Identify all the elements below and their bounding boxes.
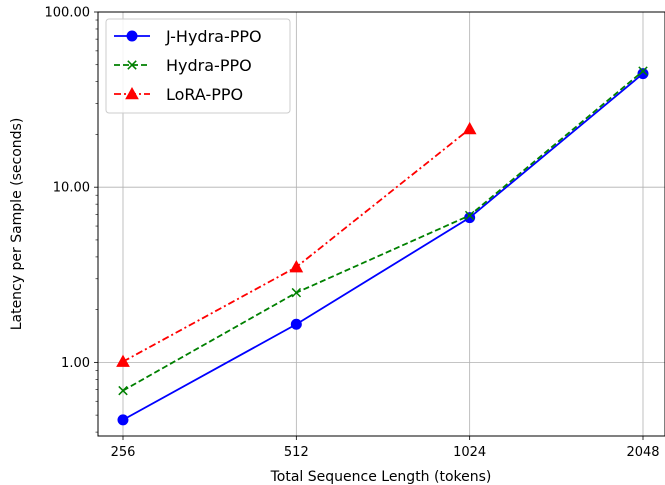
ticks: 256 512 1024 2048 1.00 10.00 100.00 <box>45 6 660 461</box>
legend-marker-hydra-ppo <box>127 60 137 70</box>
y-tick-label: 10.00 <box>53 181 90 196</box>
x-tick-label: 256 <box>111 445 136 460</box>
y-tick-label: 100.00 <box>45 6 91 21</box>
y-axis-title: Latency per Sample (seconds) <box>9 118 25 331</box>
plot-frame <box>97 11 665 437</box>
legend-marker-lora-ppo <box>125 86 139 100</box>
series-hydra-ppo <box>118 66 648 396</box>
legend-label-lora-ppo: LoRA-PPO <box>166 85 243 104</box>
data-point-j-hydra-ppo <box>117 414 129 426</box>
x-marker-stroke <box>127 60 137 70</box>
series-line-j-hydra-ppo <box>122 72 644 421</box>
series-line-hydra-ppo <box>122 70 644 392</box>
data-point-hydra-ppo <box>118 385 128 396</box>
data-point-lora-ppo <box>462 121 477 135</box>
data-point-hydra-ppo <box>464 210 475 221</box>
series-layer <box>116 66 649 426</box>
series-lora-ppo <box>116 121 477 367</box>
series-j-hydra-ppo <box>117 68 649 426</box>
legend-box <box>105 18 291 114</box>
data-point-j-hydra-ppo <box>290 318 302 330</box>
data-point-lora-ppo <box>116 354 130 367</box>
data-point-hydra-ppo <box>291 287 302 298</box>
legend: J-Hydra-PPO Hydra-PPO LoRA-PPO <box>105 18 291 114</box>
data-point-j-hydra-ppo <box>637 68 649 80</box>
x-axis-title: Total Sequence Length (tokens) <box>270 469 492 485</box>
x-marker-stroke <box>291 287 302 298</box>
x-tick-label: 512 <box>284 445 309 460</box>
x-marker-stroke <box>118 385 128 396</box>
legend-marker-j-hydra-ppo <box>126 30 138 42</box>
x-marker-stroke <box>638 66 648 76</box>
x-tick-label: 2048 <box>626 445 659 460</box>
legend-label-j-hydra-ppo: J-Hydra-PPO <box>165 27 262 46</box>
x-tick-label: 1024 <box>453 445 486 460</box>
x-marker-stroke <box>464 210 475 221</box>
data-point-j-hydra-ppo <box>464 212 476 224</box>
data-point-lora-ppo <box>289 260 304 273</box>
data-point-hydra-ppo <box>638 66 648 76</box>
legend-label-hydra-ppo: Hydra-PPO <box>166 56 252 75</box>
y-tick-label: 1.00 <box>61 356 90 371</box>
